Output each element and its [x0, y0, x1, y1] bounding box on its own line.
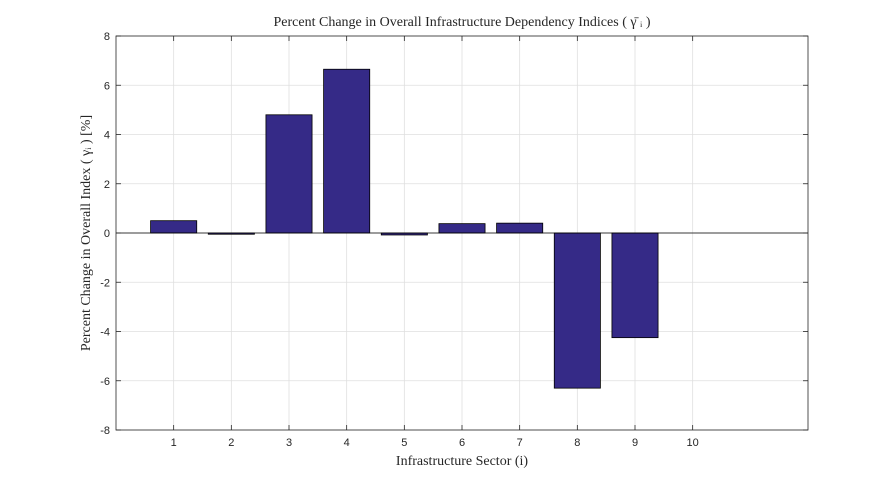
bar-sector-6: [438, 223, 486, 234]
y-tick-label: -6: [100, 376, 110, 388]
x-tick-label: 5: [401, 437, 407, 449]
y-tick-label: 8: [104, 31, 110, 43]
y-tick-label: 6: [104, 80, 110, 92]
x-tick-label: 4: [344, 437, 350, 449]
bar-sector-7: [496, 222, 544, 234]
y-tick-label: 2: [104, 179, 110, 191]
bar-sector-8: [553, 232, 601, 389]
bars: [150, 68, 659, 389]
y-tick-labels: -8 -6 -4 -2 0 2 4 6 8: [100, 31, 110, 437]
x-tick-label: 2: [228, 437, 234, 449]
x-tick-label: 1: [171, 437, 177, 449]
bar-sector-3: [265, 114, 313, 234]
y-tick-label: -4: [100, 327, 110, 339]
y-tick-label: 0: [104, 228, 110, 240]
x-tick-label: 10: [687, 437, 699, 449]
x-tick-label: 7: [517, 437, 523, 449]
bar-sector-1: [150, 220, 198, 234]
x-tick-label: 3: [286, 437, 292, 449]
x-axis-label: Infrastructure Sector (i): [396, 454, 528, 469]
y-axis-label: Percent Change in Overall Index ( γᵢ ) […: [79, 115, 94, 351]
x-tick-label: 9: [632, 437, 638, 449]
axis-ticks: [116, 35, 808, 431]
x-tick-label: 6: [459, 437, 465, 449]
x-tick-label: 8: [574, 437, 580, 449]
y-tick-label: -8: [100, 425, 110, 437]
bar-sector-9: [611, 232, 659, 339]
x-tick-labels: 1 2 3 4 5 6 7 8 9 10: [171, 437, 699, 449]
y-tick-label: -2: [100, 277, 110, 289]
bar-sector-4: [323, 68, 371, 234]
chart-title: Percent Change in Overall Infrastructure…: [274, 15, 651, 30]
y-tick-label: 4: [104, 130, 110, 142]
